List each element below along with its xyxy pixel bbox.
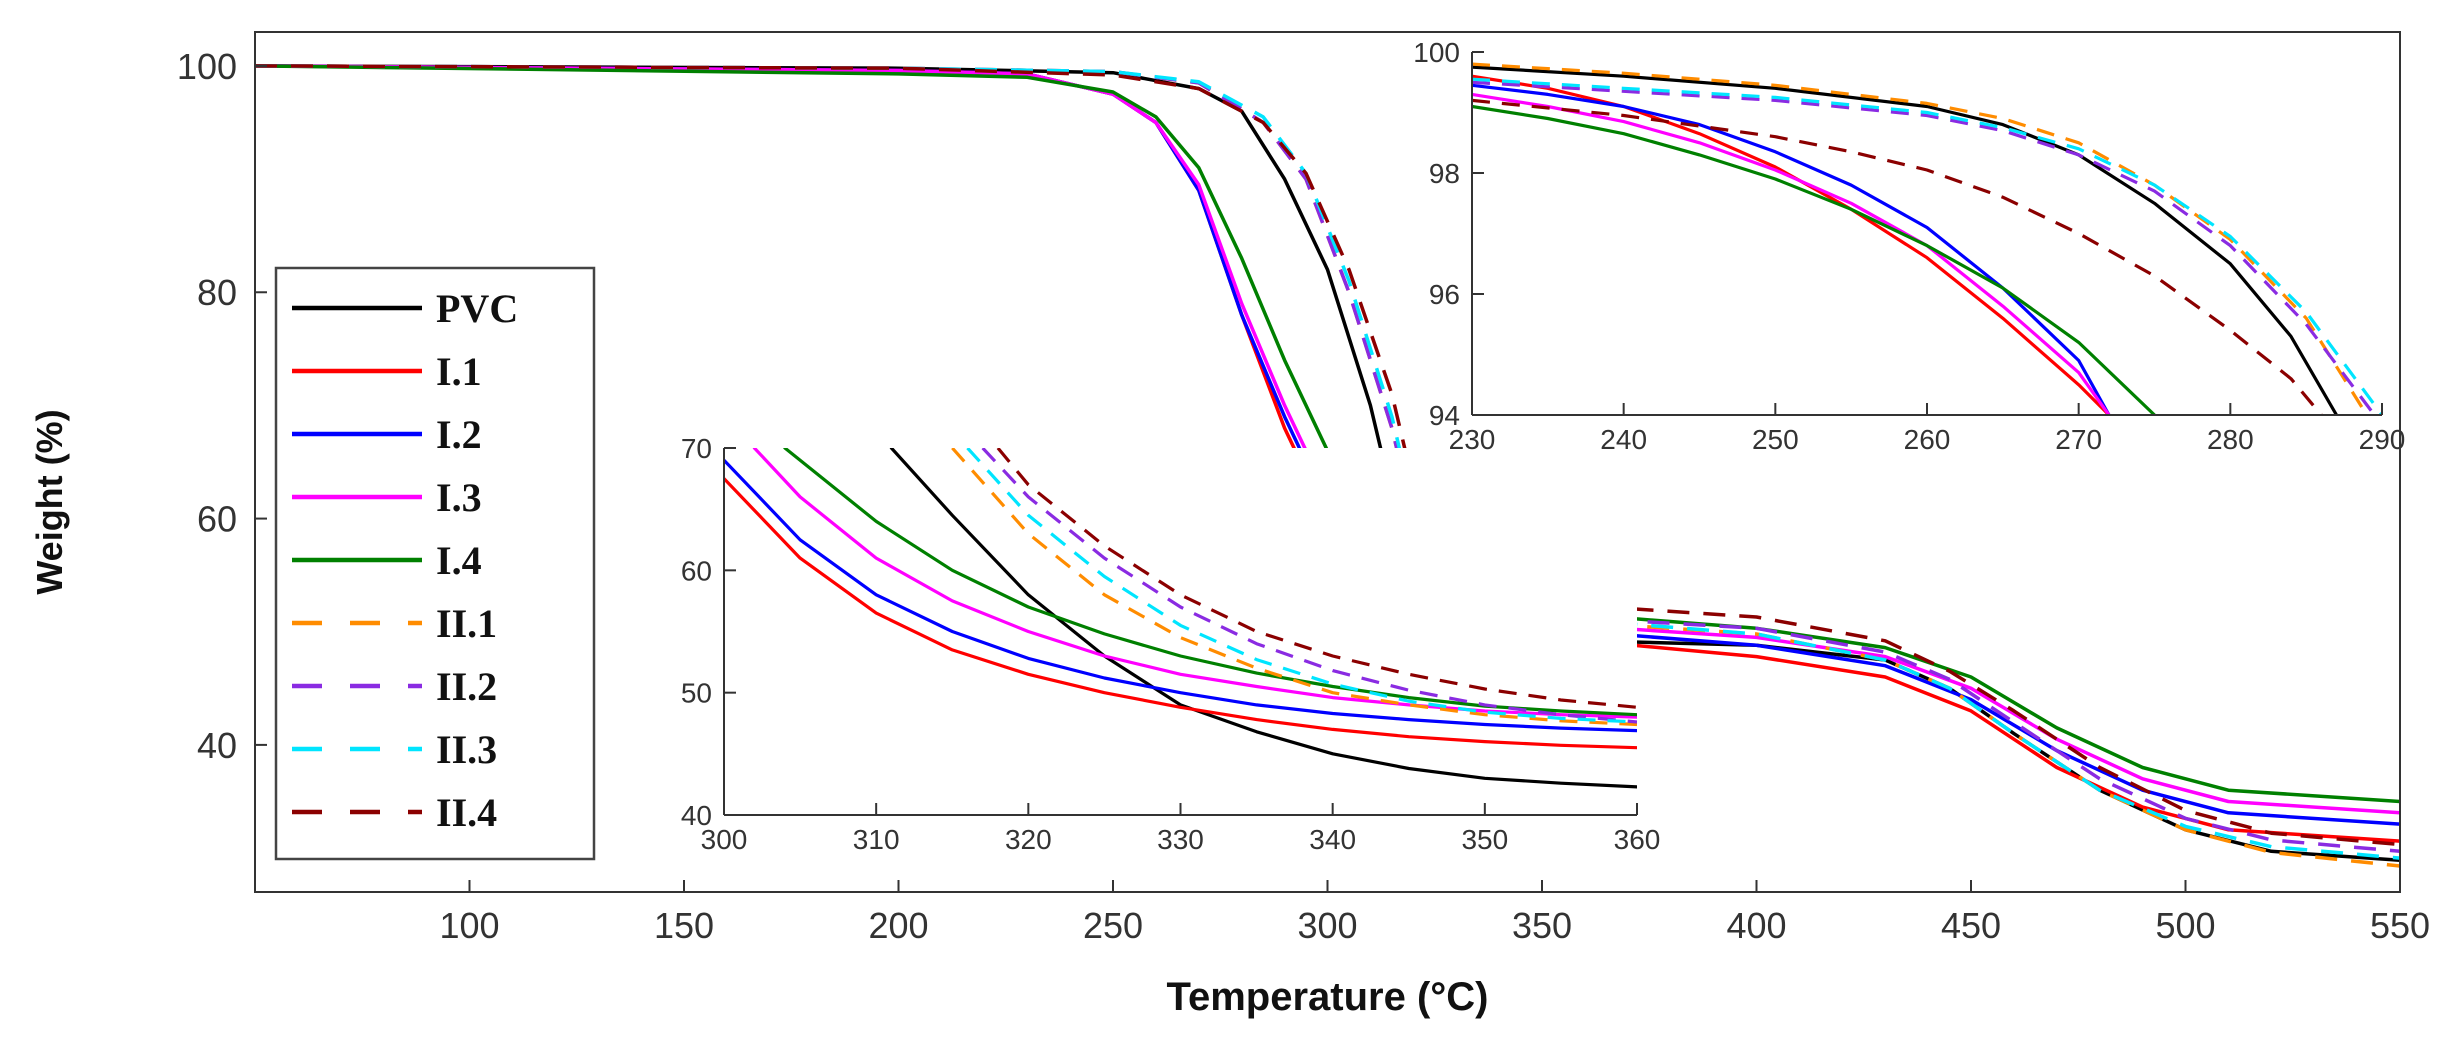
legend-label-ii-3: II.3 (436, 727, 497, 772)
inset-low-x-tick-label-360: 360 (1614, 824, 1661, 855)
legend-label-i-3: I.3 (436, 475, 482, 520)
inset-high-series-ii-2 (1472, 80, 2376, 415)
inset-low-x-tick-label-320: 320 (1005, 824, 1052, 855)
inset-low-x-tick-label-310: 310 (853, 824, 900, 855)
inset-high-series-ii-1 (1472, 62, 2369, 415)
inset-low-x-tick-label-340: 340 (1309, 824, 1356, 855)
legend-label-ii-1: II.1 (436, 601, 497, 646)
inset-high-x-tick-label-250: 250 (1752, 424, 1799, 455)
main-series-ii-3 (255, 64, 2400, 860)
legend-label-ii-4: II.4 (436, 790, 497, 835)
inset-low-series-ii-4 (996, 448, 1637, 709)
main-x-tick-label-350: 350 (1512, 905, 1572, 946)
inset-low-series-i-2 (724, 458, 1637, 733)
inset-low-series-i-3 (752, 448, 1637, 719)
main-x-tick-label-550: 550 (2370, 905, 2430, 946)
inset-high-series-group (1472, 62, 2382, 415)
main-y-tick-label-60: 60 (197, 499, 237, 540)
inset-low-y-tick-label-60: 60 (681, 555, 712, 586)
inset-low-y-tick-label-40: 40 (681, 800, 712, 831)
inset-high-x-tick-label-240: 240 (1600, 424, 1647, 455)
inset-low-y-tick-label-70: 70 (681, 433, 712, 464)
inset-high-x-tick-label-230: 230 (1449, 424, 1496, 455)
inset-low-x-tick-label-350: 350 (1461, 824, 1508, 855)
main-y-tick-label-40: 40 (197, 725, 237, 766)
main-y-tick-label-100: 100 (177, 46, 237, 87)
inset-low-series-ii-2 (981, 448, 1637, 724)
inset-high-x-tick-label-260: 260 (1904, 424, 1951, 455)
main-x-tick-label-400: 400 (1726, 905, 1786, 946)
inset-high-series-i-2 (1472, 83, 2111, 415)
inset-low-series-pvc (889, 448, 1637, 789)
inset-high-x-tick-label-270: 270 (2055, 424, 2102, 455)
inset-high-series-i-3 (1472, 92, 2111, 415)
inset-low-x-tick-label-330: 330 (1157, 824, 1204, 855)
main-x-tick-label-300: 300 (1297, 905, 1357, 946)
inset-high-series-ii-4 (1472, 98, 2323, 415)
inset-low-plot-area (724, 448, 1637, 815)
legend-label-i-2: I.2 (436, 412, 482, 457)
inset-high-y-tick-label-96: 96 (1429, 279, 1460, 310)
inset-high-y-tick-label-100: 100 (1413, 37, 1460, 68)
inset-high-y-tick-label-98: 98 (1429, 158, 1460, 189)
main-y-tick-label-80: 80 (197, 272, 237, 313)
inset-chart-low-range: 300 310 320 330 340 350 360 40 50 60 70 (681, 433, 1661, 855)
inset-high-x-tick-label-280: 280 (2207, 424, 2254, 455)
inset-low-series-i-4 (783, 448, 1637, 717)
legend-box (274, 266, 596, 861)
main-x-tick-label-100: 100 (439, 905, 499, 946)
y-axis-title: Weight (%) (29, 409, 70, 594)
legend-label-i-4: I.4 (436, 538, 482, 583)
main-x-tick-label-200: 200 (868, 905, 928, 946)
inset-high-series-i-4 (1472, 104, 2157, 415)
inset-low-series-ii-3 (966, 448, 1637, 724)
inset-low-series-ii-1 (951, 448, 1637, 727)
inset-high-x-tick-label-290: 290 (2359, 424, 2406, 455)
inset-high-series-ii-3 (1472, 77, 2382, 415)
main-x-tick-label-250: 250 (1083, 905, 1143, 946)
inset-low-x-tick-label-300: 300 (701, 824, 748, 855)
inset-low-y-tick-label-50: 50 (681, 678, 712, 709)
inset-chart-high-range: 230 240 250 260 270 280 290 94 96 98 100 (1413, 37, 2405, 455)
legend-label-pvc: PVC (436, 286, 518, 331)
x-axis-title: Temperature (°C) (1167, 975, 1489, 1019)
legend-label-i-1: I.1 (436, 349, 482, 394)
main-x-tick-label-150: 150 (654, 905, 714, 946)
inset-high-y-tick-label-94: 94 (1429, 400, 1460, 431)
legend-label-ii-2: II.2 (436, 664, 497, 709)
main-x-tick-label-450: 450 (1941, 905, 2001, 946)
legend: PVC I.1 I.2 I.3 I.4 II.1 II.2 II.3 II.4 (274, 266, 596, 861)
inset-low-series-group (724, 448, 1637, 789)
inset-low-series-i-1 (724, 477, 1637, 750)
main-x-tick-label-500: 500 (2155, 905, 2215, 946)
